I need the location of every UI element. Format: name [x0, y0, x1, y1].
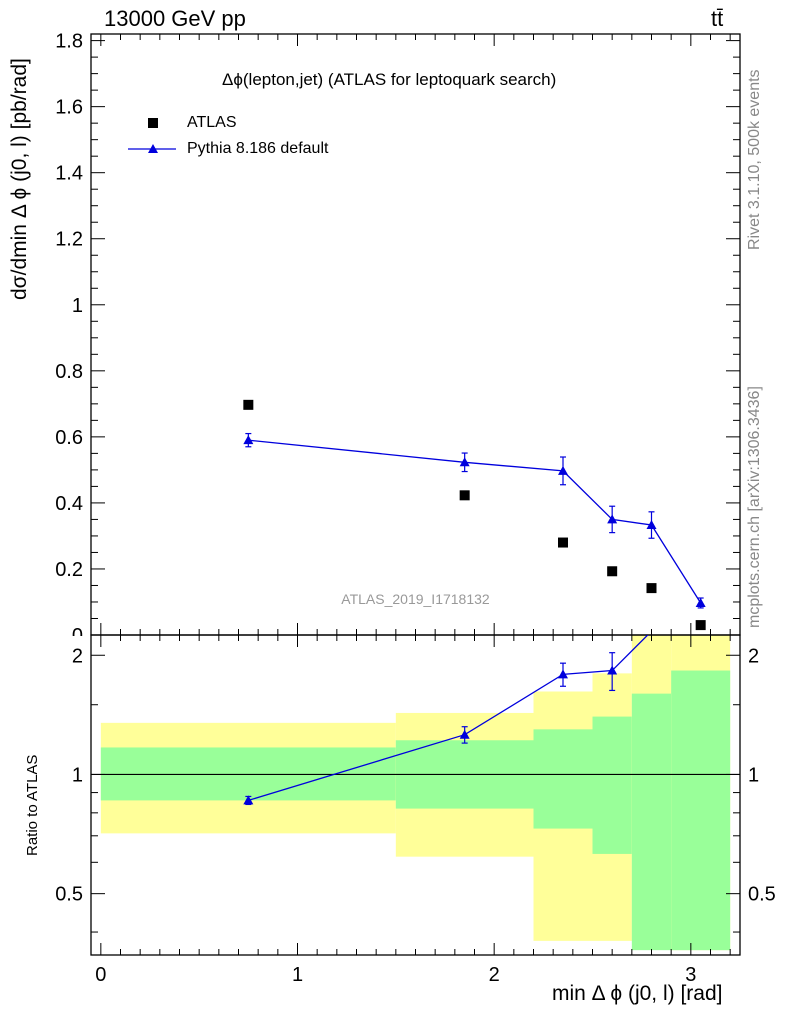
x-tick-label: 0 — [95, 964, 106, 986]
ratio-tick-label-right: 2 — [748, 645, 759, 667]
process-label: tt̄ — [711, 6, 724, 31]
y-tick-label: 0.2 — [55, 559, 83, 581]
energy-label: 13000 GeV pp — [104, 6, 246, 31]
y-tick-label: 1.8 — [55, 31, 83, 53]
pythia-data-point — [607, 514, 618, 524]
y-tick-label: 0.4 — [55, 493, 83, 515]
ratio-tick-label-right: 0.5 — [748, 884, 776, 906]
ratio-stat-band — [533, 729, 593, 829]
y-tick-label: 1.6 — [55, 97, 83, 119]
x-axis-label: min Δ ϕ (j0, l) [rad] — [552, 982, 723, 1005]
x-tick-label: 1 — [292, 964, 303, 986]
atlas-data-point — [459, 490, 470, 501]
zero-label-mask — [61, 636, 89, 648]
y-tick-label: 0.6 — [55, 427, 83, 449]
rivet-version-label: Rivet 3.1.10, 500k events — [746, 69, 763, 250]
legend-marker-atlas — [148, 118, 158, 128]
x-tick-label: 2 — [489, 964, 500, 986]
pythia-data-point — [243, 435, 254, 445]
x-tick-label: 3 — [685, 964, 696, 986]
atlas-data-point — [607, 566, 618, 577]
ratio-tick-label: 0.5 — [55, 884, 83, 906]
ratio-tick-label-right: 1 — [748, 764, 759, 786]
y-tick-label: 1.4 — [55, 163, 83, 185]
plot-title: Δϕ(lepton,jet) (ATLAS for leptoquark sea… — [222, 70, 557, 89]
ratio-line — [248, 635, 649, 802]
analysis-watermark: ATLAS_2019_I1718132 — [341, 591, 490, 607]
legend-marker-pythia — [148, 144, 158, 153]
pythia-line — [248, 439, 702, 604]
y-tick-label: 1 — [72, 295, 83, 317]
y-tick-label: 0.8 — [55, 361, 83, 383]
atlas-data-point — [558, 537, 568, 548]
ratio-stat-band — [671, 670, 731, 951]
pythia-data-point — [646, 520, 657, 530]
ratio-data-point — [607, 665, 618, 675]
ratio-y-axis-label: Ratio to ATLAS — [24, 754, 41, 856]
atlas-data-point — [646, 583, 657, 594]
atlas-data-point — [243, 399, 254, 410]
ratio-tick-label: 2 — [72, 645, 83, 667]
mcplots-label: mcplots.cern.ch [arXiv:1306.3436] — [746, 386, 763, 628]
pythia-data-point — [558, 465, 568, 475]
ratio-data-point — [243, 795, 254, 805]
atlas-data-point — [695, 620, 706, 631]
ratio-data-point — [459, 729, 470, 739]
y-axis-label: dσ/dmin Δ ϕ (j0, l) [pb/rad] — [8, 58, 31, 300]
ratio-stat-band — [592, 716, 632, 854]
pythia-data-point — [459, 457, 470, 467]
legend-label-pythia: Pythia 8.186 default — [187, 140, 329, 157]
ratio-tick-label: 1 — [72, 764, 83, 786]
ratio-data-point — [558, 669, 568, 679]
legend-label-atlas: ATLAS — [187, 114, 237, 131]
pythia-data-point — [695, 597, 706, 607]
ratio-stat-band — [631, 693, 672, 951]
y-tick-label: 1.2 — [55, 229, 83, 251]
